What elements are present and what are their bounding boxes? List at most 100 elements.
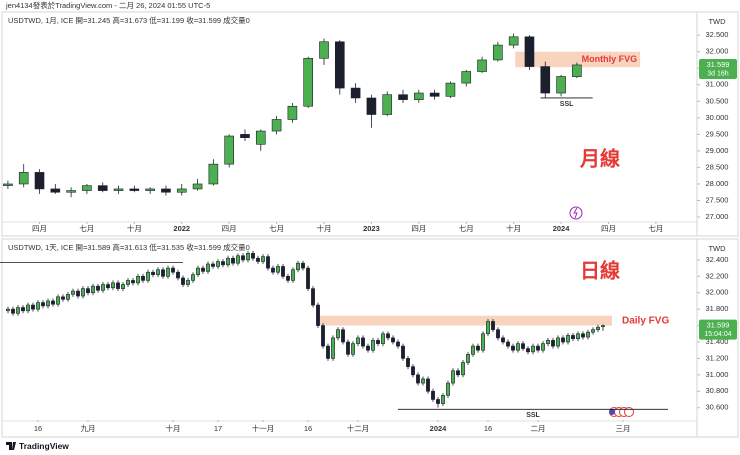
candle-body xyxy=(236,255,240,264)
candle-body xyxy=(350,87,361,99)
candle-body xyxy=(531,345,535,353)
candle-body xyxy=(406,358,410,367)
x-tick-label: 十月 xyxy=(127,223,142,233)
candle-body xyxy=(398,94,408,100)
candle-body xyxy=(71,290,75,295)
candle-body xyxy=(486,321,490,335)
candle-body xyxy=(319,41,329,59)
candle-body xyxy=(221,261,225,266)
last-price-tag xyxy=(699,58,737,79)
candle-body xyxy=(156,269,160,275)
candle-body xyxy=(113,188,124,191)
candle-body xyxy=(3,183,13,186)
x-tick-label: 九月 xyxy=(81,424,96,433)
logo-text[interactable]: TradingView xyxy=(19,441,69,451)
x-tick-label: 16 xyxy=(484,424,492,433)
candle-body xyxy=(281,266,285,277)
candle-body xyxy=(136,276,140,284)
candle-body xyxy=(572,64,582,77)
x-tick-label: 四月 xyxy=(601,224,616,233)
candle-body xyxy=(436,399,440,404)
candle-body xyxy=(145,188,155,191)
candle-body xyxy=(266,256,270,269)
candle-body xyxy=(306,267,310,289)
candle-body xyxy=(121,284,125,289)
ssl-label: SSL xyxy=(560,101,574,108)
candle-body xyxy=(361,337,365,347)
candle-body xyxy=(161,188,171,193)
candle-body xyxy=(581,333,585,338)
x-tick-label: 四月 xyxy=(222,224,237,233)
fvg-label: Daily FVG xyxy=(622,315,669,326)
timeframe-label: 月線 xyxy=(579,146,620,170)
candle-body xyxy=(101,284,105,291)
candle-body xyxy=(201,267,205,272)
event-flags[interactable] xyxy=(609,407,634,417)
timeframe-label: 日線 xyxy=(580,258,620,282)
candle-body xyxy=(181,277,185,285)
x-tick-label: 四月 xyxy=(411,224,426,233)
candle-body xyxy=(414,92,424,100)
candle-body xyxy=(321,325,325,347)
y-tick-label: 30.500 xyxy=(706,96,729,105)
candle-body xyxy=(601,325,605,327)
candle-body xyxy=(192,183,203,190)
candle-body xyxy=(97,185,108,191)
alert-icon[interactable] xyxy=(569,206,583,220)
candle-body xyxy=(451,370,455,384)
candle-body xyxy=(46,300,50,307)
countdown-label: 15:04:04 xyxy=(704,331,731,338)
x-tick-label: 十二月 xyxy=(347,423,370,433)
candle-body xyxy=(371,340,375,351)
candle-body xyxy=(477,59,487,72)
x-tick-label: 十一月 xyxy=(252,423,275,433)
candle-body xyxy=(311,288,315,306)
candle-body xyxy=(526,348,530,353)
fvg-label: Monthly FVG xyxy=(582,54,638,64)
y-tick-label: 31.800 xyxy=(706,304,729,313)
countdown-label: 3d 16h xyxy=(707,70,729,77)
candle-body xyxy=(541,343,545,351)
candle-body xyxy=(81,288,85,297)
candle-body xyxy=(36,302,40,310)
candle-body xyxy=(206,263,210,272)
candle-body xyxy=(476,345,480,351)
candle-body xyxy=(596,326,600,330)
candle-body xyxy=(287,105,298,120)
candle-body xyxy=(491,321,495,330)
last-price-tag xyxy=(699,319,737,340)
candle-body xyxy=(116,282,120,289)
tradingview-logo[interactable]: TradingView xyxy=(6,441,69,451)
ssl-label: SSL xyxy=(526,412,540,419)
event-flag[interactable] xyxy=(609,409,615,415)
chart-title: USDTWD, 1月, ICE 開=31.245 高=31.673 低=31.1… xyxy=(8,15,250,25)
y-tick-label: 32.000 xyxy=(706,288,729,297)
candle-body xyxy=(416,374,420,384)
logo-mark[interactable] xyxy=(6,442,16,450)
candle-body xyxy=(166,267,170,277)
candle-body xyxy=(421,378,425,384)
candle-body xyxy=(296,262,300,271)
candle-body xyxy=(386,333,390,339)
candle-body xyxy=(176,271,180,279)
candle-body xyxy=(161,269,165,277)
candle-body xyxy=(501,337,505,343)
candle-body xyxy=(51,300,55,305)
candle-body xyxy=(106,284,110,289)
y-tick-label: 31.400 xyxy=(706,337,729,346)
alert-bolt[interactable] xyxy=(573,207,578,219)
x-tick-label: 十月 xyxy=(506,223,521,233)
y-tick-label: 30.600 xyxy=(706,403,729,412)
candle-body xyxy=(241,255,245,261)
x-tick-label: 七月 xyxy=(648,224,663,233)
candle-body xyxy=(16,307,20,314)
x-tick-label: 2024 xyxy=(553,224,571,233)
candle-body xyxy=(426,378,430,392)
candle-body xyxy=(381,333,385,344)
candle-body xyxy=(286,276,290,281)
event-flag[interactable] xyxy=(624,407,634,417)
candle-body xyxy=(346,341,350,355)
candle-body xyxy=(66,294,70,300)
